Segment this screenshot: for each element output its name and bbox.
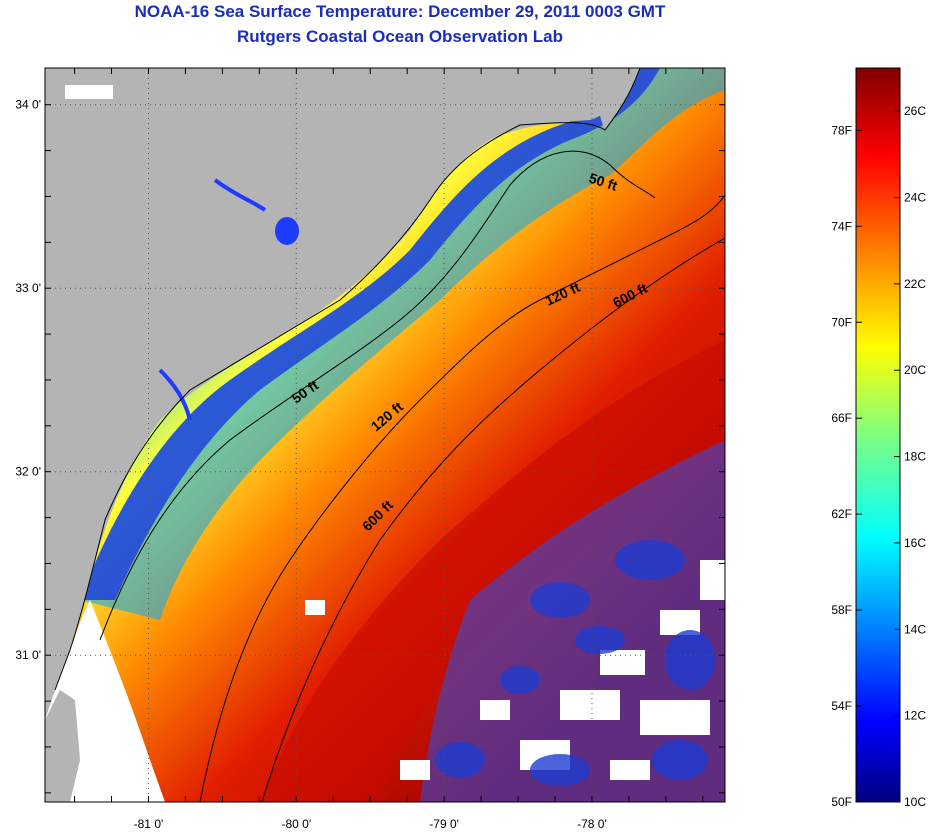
colorbar-celsius-label: 24C bbox=[904, 191, 926, 205]
graticule bbox=[45, 68, 725, 802]
gulf-stream-core bbox=[260, 340, 725, 802]
axis-ticks: -81 0' -80 0' -79 0' -78 0' 34 0' 33 0' 32 0' 3… bbox=[15, 68, 725, 831]
lat-tick-label: 33 0' bbox=[15, 281, 41, 295]
colorbar-celsius-label: 20C bbox=[904, 363, 926, 377]
colorbar-fahrenheit-label: 70F bbox=[831, 315, 852, 329]
colorbar-fahrenheit-label: 58F bbox=[831, 603, 852, 617]
map-subtitle: Rutgers Coastal Ocean Observation Lab bbox=[237, 27, 563, 46]
colorbar-celsius-label: 18C bbox=[904, 450, 926, 464]
lat-tick-label: 34 0' bbox=[15, 98, 41, 112]
colorbar-celsius-label: 26C bbox=[904, 104, 926, 118]
lon-tick-label: -79 0' bbox=[429, 817, 459, 831]
lat-tick-label: 31 0' bbox=[15, 648, 41, 662]
land-gray-southwest bbox=[45, 690, 80, 802]
colorbar-celsius-label: 12C bbox=[904, 709, 926, 723]
land-mass bbox=[45, 68, 640, 720]
lat-tick-label: 32 0' bbox=[15, 465, 41, 479]
colorbar-celsius-label: 10C bbox=[904, 795, 926, 809]
nearshore-cold-band bbox=[80, 68, 725, 620]
contour-600ft bbox=[261, 237, 725, 802]
colorbar-fahrenheit-label: 66F bbox=[831, 411, 852, 425]
colorbar-celsius-label: 22C bbox=[904, 277, 926, 291]
contour-50ft bbox=[99, 150, 656, 641]
lon-tick-label: -78 0' bbox=[577, 817, 607, 831]
estuary-inlet bbox=[158, 368, 192, 421]
map-title: NOAA-16 Sea Surface Temperature: Decembe… bbox=[134, 2, 666, 21]
lon-tick-label: -81 0' bbox=[134, 817, 164, 831]
contour-120ft bbox=[199, 194, 725, 802]
lon-tick-label: -80 0' bbox=[281, 817, 311, 831]
colorbar-fahrenheit-label: 74F bbox=[831, 219, 852, 233]
colorbar-fahrenheit-label: 62F bbox=[831, 507, 852, 521]
inland-lake bbox=[275, 217, 299, 245]
coastline bbox=[54, 68, 641, 691]
white-artifact bbox=[65, 85, 113, 99]
cape-land bbox=[590, 68, 640, 130]
colorbar-fahrenheit-label: 54F bbox=[831, 699, 852, 713]
map-frame bbox=[44, 67, 726, 803]
colorbar-fahrenheit-label: 50F bbox=[831, 795, 852, 809]
cold-eddies bbox=[435, 540, 715, 786]
colorbar-celsius-label: 14C bbox=[904, 622, 926, 636]
colorbar-celsius-label: 16C bbox=[904, 536, 926, 550]
colorbar-fahrenheit-label: 78F bbox=[831, 123, 852, 137]
colorbar-gradient bbox=[855, 67, 901, 803]
inland-river bbox=[213, 178, 267, 212]
colorbar-ticks: 26C 24C 22C 20C 18C 16C 14C 12C 10C 78F 74F 70F 66F 6… bbox=[831, 104, 926, 809]
